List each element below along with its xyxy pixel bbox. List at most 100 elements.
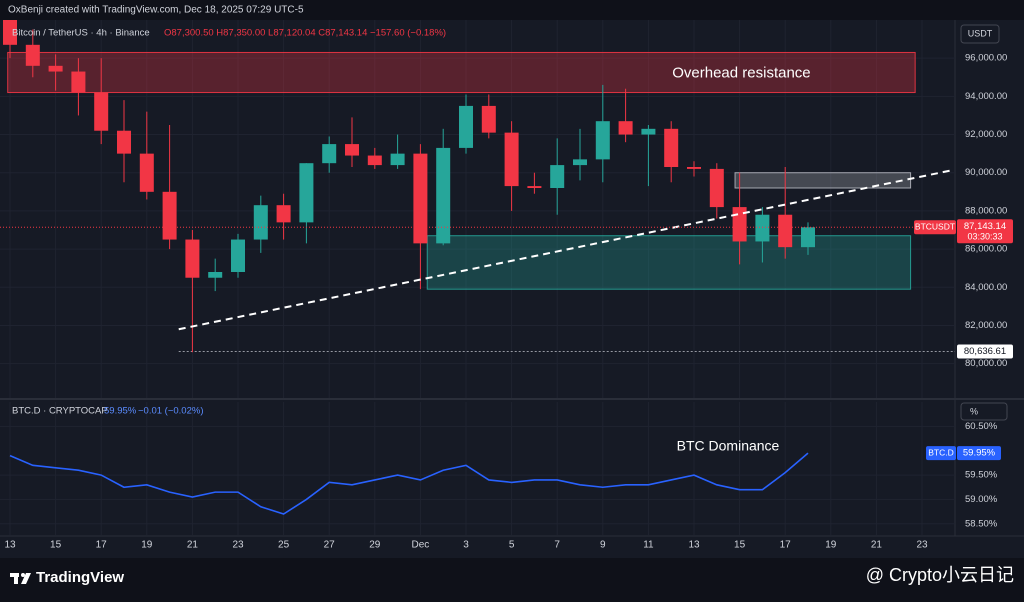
brand: TradingView [36, 569, 124, 586]
zone-label: Overhead resistance [672, 64, 810, 81]
candle-body [276, 205, 291, 223]
dominance-plot [0, 402, 955, 535]
legend: BTC.D · CRYPTOCAP [12, 406, 108, 417]
x-tick-label: Dec [412, 540, 430, 551]
x-tick-label: 25 [278, 540, 290, 551]
candle-body [117, 130, 131, 154]
candle-body [253, 205, 268, 240]
candle-body [299, 163, 314, 223]
symbol-label: BTCUSDT [915, 222, 955, 232]
symbol-box [914, 220, 956, 235]
x-tick-label: 7 [554, 540, 560, 551]
watermark: @ Crypto小云日记 [866, 565, 1014, 585]
unit: % [970, 406, 978, 416]
candle-body [504, 132, 519, 187]
x-tick-label: 23 [232, 540, 244, 551]
zone [734, 172, 912, 189]
symbol-label: BTC.D [928, 447, 954, 457]
candle-body [709, 168, 724, 208]
unit-box [960, 402, 1008, 421]
x-tick-label: 27 [324, 540, 336, 551]
y-tick-label: 80,000.00 [965, 358, 1007, 369]
x-tick-label: 9 [600, 540, 606, 551]
x-tick-label: 21 [187, 540, 199, 551]
y-tick-label: 96,000.00 [965, 53, 1007, 64]
x-tick-label: 17 [780, 540, 792, 551]
price-plot [0, 20, 955, 398]
candle-body [595, 121, 610, 160]
x-tick-label: 13 [4, 540, 16, 551]
y-tick-label: 84,000.00 [965, 282, 1007, 293]
low-label: 80,636.61 [964, 346, 1006, 357]
low-label-box [957, 344, 1013, 359]
x-tick-label: 15 [50, 540, 62, 551]
candle-body [641, 128, 656, 135]
candle-body [71, 71, 86, 93]
candle-body [322, 144, 337, 164]
x-tick-label: 23 [916, 540, 928, 551]
candle-body [732, 207, 747, 242]
y-tick-label: 59.50% [965, 470, 998, 481]
y-tick-label: 92,000.00 [965, 129, 1007, 140]
candle-body [367, 155, 382, 166]
y-tick-label: 90,000.00 [965, 167, 1007, 178]
candle-body [139, 153, 154, 192]
candle-body [390, 153, 405, 166]
header-bar [0, 0, 1024, 20]
x-tick-label: 21 [871, 540, 883, 551]
price-label: 87,143.14 [964, 221, 1006, 232]
candle-body [573, 159, 587, 166]
y-tick-label: 88,000.00 [965, 205, 1007, 216]
footer-bar [0, 558, 1024, 602]
y-tick-label: 60.50% [965, 421, 998, 432]
value-box [957, 446, 1001, 461]
zone [7, 51, 916, 94]
candle-body [778, 214, 793, 248]
x-tick-label: 19 [141, 540, 153, 551]
annotation: BTC Dominance [677, 438, 780, 454]
candle-body [436, 147, 451, 244]
candle-body [618, 121, 633, 135]
x-tick-label: 17 [96, 540, 108, 551]
candle-body [664, 128, 679, 167]
x-tick-label: 3 [463, 540, 469, 551]
legend-value: 59.95% [104, 406, 137, 417]
currency: USDT [968, 28, 993, 38]
candle-body [527, 186, 542, 188]
candle-body [208, 272, 223, 278]
candle-body [481, 105, 496, 133]
x-tick-label: 15 [734, 540, 746, 551]
y-tick-label: 82,000.00 [965, 320, 1007, 331]
y-tick-label: 86,000.00 [965, 244, 1007, 255]
dominance-line [9, 452, 809, 515]
legend: Bitcoin / TetherUS · 4h · Binance [12, 28, 150, 39]
x-tick-label: 5 [509, 540, 515, 551]
legend-change: −0.01 (−0.02%) [138, 406, 204, 417]
candle-body [3, 20, 17, 45]
candle-body [755, 214, 770, 242]
candle-body [687, 167, 701, 169]
candle-body [413, 153, 428, 244]
candle-body [162, 191, 177, 240]
candle-body [25, 44, 40, 66]
x-tick-label: 13 [688, 540, 700, 551]
candle-body [801, 227, 815, 248]
x-tick-label: 11 [643, 540, 654, 551]
candle-body [345, 144, 359, 156]
candle-body [459, 105, 473, 148]
y-tick-label: 58.50% [965, 518, 998, 529]
countdown: 03:30:33 [967, 232, 1002, 242]
x-tick-label: 19 [825, 540, 837, 551]
candle-body [94, 92, 109, 131]
candle-body [550, 165, 565, 188]
candle-body [48, 65, 63, 72]
zone [426, 235, 912, 290]
value-label: 59.95% [963, 448, 996, 459]
y-tick-label: 59.00% [965, 494, 998, 505]
tv-logo [10, 573, 31, 584]
candle-body [231, 239, 245, 272]
currency-box [960, 24, 1000, 44]
x-tick-label: 29 [369, 540, 381, 551]
candle-body [185, 239, 200, 278]
